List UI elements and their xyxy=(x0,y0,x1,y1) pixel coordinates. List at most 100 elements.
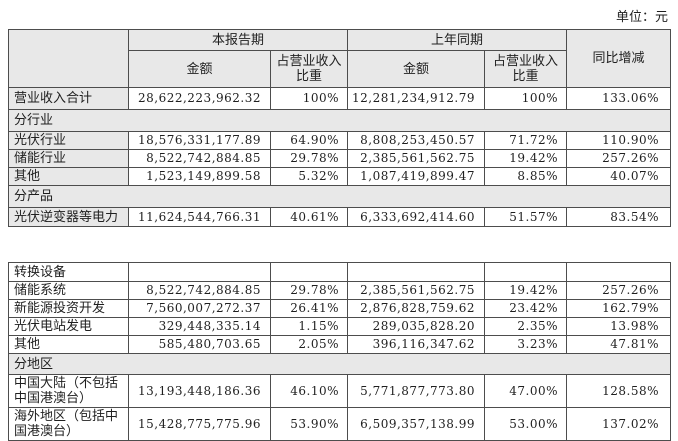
amount-current-cell: 11,624,544,766.31 xyxy=(128,207,271,227)
revenue-table-lower: 转换设备 储能系统 8,522,742,884.85 29.78% 2,385,… xyxy=(8,262,671,441)
row-label: 营业收入合计 xyxy=(8,87,129,110)
yoy-cell: 40.07% xyxy=(566,167,672,186)
table-row-other-product: 其他 585,480,703.65 2.05% 396,116,347.62 3… xyxy=(8,335,671,354)
table-row-conversion-equipment: 转换设备 xyxy=(8,262,671,282)
amount-current-cell: 13,193,448,186.36 xyxy=(128,374,271,408)
amount-current-cell: 15,428,775,775.96 xyxy=(128,407,271,441)
pct-prior-cell: 19.42% xyxy=(484,281,567,300)
yoy-cell: 137.02% xyxy=(566,407,671,441)
yoy-cell: 257.26% xyxy=(566,149,672,168)
pct-prior-cell: 51.57% xyxy=(484,207,568,227)
pct-current-cell: 1.15% xyxy=(270,317,348,336)
table-row-overseas: 海外地区（包括中国港澳台） 15,428,775,775.96 53.90% 6… xyxy=(8,407,671,441)
pct-prior-cell: 100% xyxy=(484,87,568,110)
row-label: 中国大陆（不包括中国港澳台） xyxy=(8,374,129,408)
yoy-cell: 83.54% xyxy=(566,207,672,227)
amount-current-cell: 7,560,007,272.37 xyxy=(128,299,271,318)
section-label: 分行业 xyxy=(7,109,672,132)
col-header-pct-current: 占营业收入比重 xyxy=(269,50,349,88)
table-row-total-revenue: 营业收入合计 28,622,223,962.32 100% 12,281,234… xyxy=(8,87,672,110)
amount-current-cell: 28,622,223,962.32 xyxy=(128,87,271,110)
amount-current-cell: 329,448,335.14 xyxy=(128,317,271,336)
table-row-new-energy-investment: 新能源投资开发 7,560,007,272.37 26.41% 2,876,82… xyxy=(8,299,671,318)
yoy-cell: 162.79% xyxy=(566,299,671,318)
amount-prior-cell: 289,035,828.20 xyxy=(347,317,485,336)
amount-current-cell xyxy=(128,262,271,282)
amount-prior-cell: 12,281,234,912.79 xyxy=(347,87,486,110)
row-label: 储能系统 xyxy=(8,281,129,300)
pct-current-cell xyxy=(270,262,348,282)
table-row-storage-industry: 储能行业 8,522,742,884.85 29.78% 2,385,561,5… xyxy=(8,149,672,168)
pct-prior-cell xyxy=(484,262,567,282)
amount-prior-cell: 2,385,561,562.75 xyxy=(347,149,486,168)
pct-current-cell: 64.90% xyxy=(269,131,349,150)
pct-current-cell: 2.05% xyxy=(270,335,348,354)
col-header-yoy: 同比增减 xyxy=(566,29,672,88)
row-label: 光伏行业 xyxy=(8,131,129,150)
pct-prior-cell: 8.85% xyxy=(484,167,568,186)
amount-prior-cell: 1,087,419,899.47 xyxy=(347,167,486,186)
table-row-pv-inverter: 光伏逆变器等电力 11,624,544,766.31 40.61% 6,333,… xyxy=(8,207,672,227)
table-row-pv-industry: 光伏行业 18,576,331,177.89 64.90% 8,808,253,… xyxy=(8,131,672,150)
amount-current-cell: 18,576,331,177.89 xyxy=(128,131,271,150)
pct-current-cell: 26.41% xyxy=(270,299,348,318)
amount-prior-cell xyxy=(347,262,485,282)
pct-prior-cell: 2.35% xyxy=(484,317,567,336)
amount-current-cell: 8,522,742,884.85 xyxy=(128,281,271,300)
row-label: 转换设备 xyxy=(8,262,129,282)
section-row-by-industry: 分行业 xyxy=(7,109,672,132)
amount-prior-cell: 2,876,828,759.62 xyxy=(347,299,485,318)
amount-prior-cell: 6,333,692,414.60 xyxy=(347,207,486,227)
row-label: 海外地区（包括中国港澳台） xyxy=(8,407,129,441)
row-label: 光伏电站发电 xyxy=(8,317,129,336)
pct-current-cell: 5.32% xyxy=(269,167,349,186)
section-row-by-region: 分地区 xyxy=(8,353,671,375)
corner-cell xyxy=(8,29,129,88)
row-label: 储能行业 xyxy=(8,149,129,168)
pct-current-cell: 29.78% xyxy=(269,149,349,168)
col-header-prior-period: 上年同期 xyxy=(347,29,568,51)
pct-current-cell: 40.61% xyxy=(269,207,349,227)
amount-current-cell: 1,523,149,899.58 xyxy=(128,167,271,186)
pct-current-cell: 29.78% xyxy=(270,281,348,300)
row-label: 光伏逆变器等电力 xyxy=(8,207,129,227)
pct-prior-cell: 53.00% xyxy=(484,407,567,441)
pct-prior-cell: 19.42% xyxy=(484,149,568,168)
pct-prior-cell: 23.42% xyxy=(484,299,567,318)
amount-prior-cell: 8,808,253,450.57 xyxy=(347,131,486,150)
amount-prior-cell: 2,385,561,562.75 xyxy=(347,281,485,300)
amount-prior-cell: 5,771,877,773.80 xyxy=(347,374,485,408)
amount-current-cell: 8,522,742,884.85 xyxy=(128,149,271,168)
col-header-current-period: 本报告期 xyxy=(127,29,349,51)
table-row-mainland-china: 中国大陆（不包括中国港澳台） 13,193,448,186.36 46.10% … xyxy=(8,374,671,408)
amount-current-cell: 585,480,703.65 xyxy=(128,335,271,354)
header-row-periods: 本报告期 上年同期 同比增减 xyxy=(8,29,672,88)
row-label: 新能源投资开发 xyxy=(8,299,129,318)
unit-label: 单位：元 xyxy=(615,10,668,25)
yoy-cell: 47.81% xyxy=(566,335,671,354)
col-header-amount-prior: 金额 xyxy=(347,50,486,88)
col-header-pct-prior: 占营业收入比重 xyxy=(484,50,568,88)
pct-current-cell: 100% xyxy=(269,87,349,110)
yoy-cell: 13.98% xyxy=(566,317,671,336)
row-label: 其他 xyxy=(8,335,129,354)
yoy-cell: 128.58% xyxy=(566,374,671,408)
row-label: 其他 xyxy=(8,167,129,186)
table-row-pv-power-generation: 光伏电站发电 329,448,335.14 1.15% 289,035,828.… xyxy=(8,317,671,336)
pct-prior-cell: 71.72% xyxy=(484,131,568,150)
section-label: 分产品 xyxy=(7,185,672,208)
pct-current-cell: 53.90% xyxy=(270,407,348,441)
table-row-storage-system: 储能系统 8,522,742,884.85 29.78% 2,385,561,5… xyxy=(8,281,671,300)
yoy-cell: 257.26% xyxy=(566,281,671,300)
pct-current-cell: 46.10% xyxy=(270,374,348,408)
section-label: 分地区 xyxy=(8,353,671,375)
yoy-cell xyxy=(566,262,671,282)
pct-prior-cell: 47.00% xyxy=(484,374,567,408)
yoy-cell: 133.06% xyxy=(566,87,672,110)
pct-prior-cell: 3.23% xyxy=(484,335,567,354)
col-header-amount-current: 金额 xyxy=(128,50,271,88)
section-row-by-product: 分产品 xyxy=(7,185,672,208)
yoy-cell: 110.90% xyxy=(566,131,672,150)
revenue-table-upper: 本报告期 上年同期 同比增减 金额 占营业收入比重 金额 占营业收入比重 营业收… xyxy=(7,29,672,227)
amount-prior-cell: 6,509,357,138.99 xyxy=(347,407,485,441)
